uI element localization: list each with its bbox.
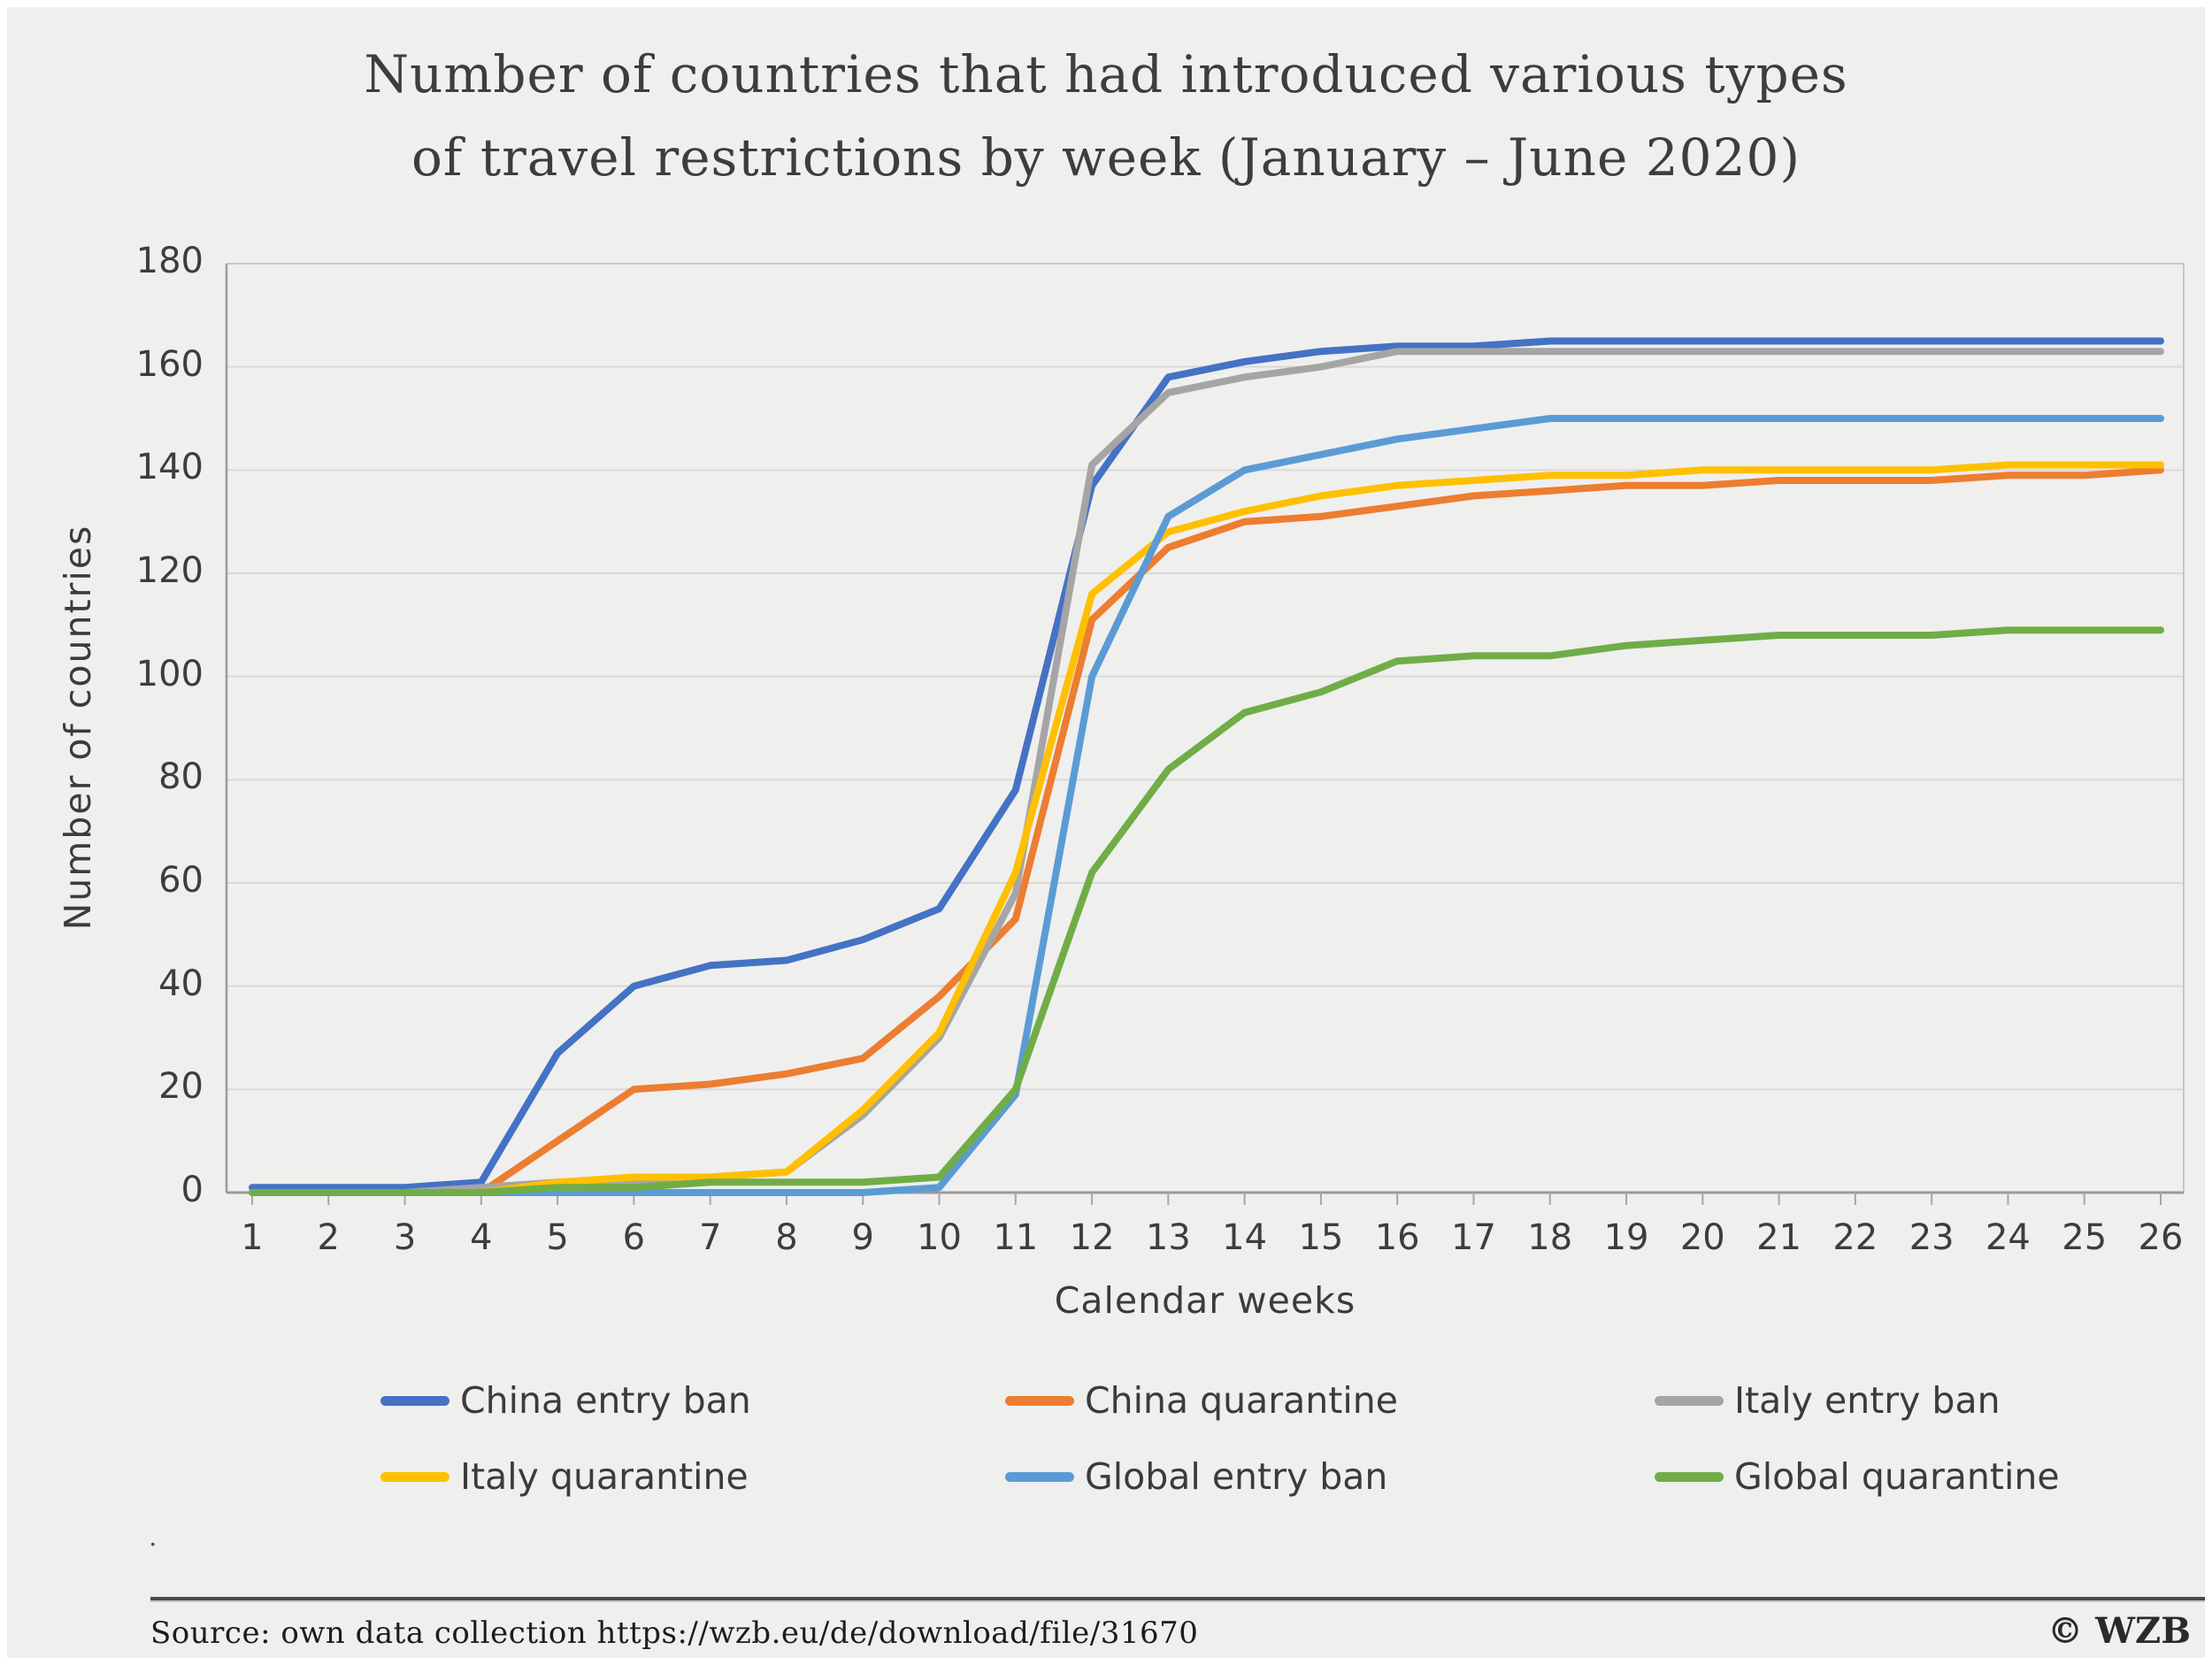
footnote-dot: . xyxy=(149,1522,157,1553)
chart-title: Number of countries that had introduced … xyxy=(7,34,2205,200)
legend-item-italy-quarantine: Italy quarantine xyxy=(380,1454,749,1499)
x-tick-label-24: 24 xyxy=(1985,1217,2031,1258)
y-tick-label-20: 20 xyxy=(158,1066,204,1108)
x-tick-label-6: 6 xyxy=(622,1217,646,1258)
y-tick-label-160: 160 xyxy=(135,343,204,385)
x-tick-label-2: 2 xyxy=(317,1217,340,1258)
legend-item-china-entry-ban: China entry ban xyxy=(380,1378,751,1423)
x-tick-label-12: 12 xyxy=(1069,1217,1115,1258)
line-chart-plot-area xyxy=(225,263,2185,1205)
chart-panel: Number of countries that had introduced … xyxy=(7,7,2205,1658)
series-line-china-quarantine xyxy=(249,466,2164,1196)
x-tick-label-11: 11 xyxy=(993,1217,1039,1258)
x-tick-label-18: 18 xyxy=(1527,1217,1573,1258)
x-tick-label-4: 4 xyxy=(470,1217,493,1258)
x-tick-label-1: 1 xyxy=(241,1217,264,1258)
x-tick-label-10: 10 xyxy=(917,1217,962,1258)
x-tick-label-16: 16 xyxy=(1374,1217,1420,1258)
x-tick-label-13: 13 xyxy=(1145,1217,1191,1258)
legend-label: Italy quarantine xyxy=(460,1455,749,1498)
series-line-global-quarantine xyxy=(249,626,2164,1196)
series-line-global-entry-ban xyxy=(249,415,2164,1196)
x-tick-label-23: 23 xyxy=(1909,1217,1955,1258)
x-tick-label-20: 20 xyxy=(1679,1217,1725,1258)
legend-item-italy-entry-ban: Italy entry ban xyxy=(1655,1378,2001,1423)
x-tick-label-5: 5 xyxy=(546,1217,569,1258)
x-axis-title: Calendar weeks xyxy=(1054,1279,1356,1322)
y-tick-label-80: 80 xyxy=(158,756,204,798)
x-tick-label-19: 19 xyxy=(1603,1217,1649,1258)
x-tick-label-15: 15 xyxy=(1298,1217,1344,1258)
x-tick-label-7: 7 xyxy=(698,1217,722,1258)
x-tick-label-8: 8 xyxy=(775,1217,798,1258)
footer-divider xyxy=(150,1597,2205,1602)
x-tick-label-22: 22 xyxy=(1832,1217,1878,1258)
y-axis-title: Number of countries xyxy=(57,524,99,931)
x-tick-label-17: 17 xyxy=(1451,1217,1496,1258)
y-tick-label-40: 40 xyxy=(158,963,204,1004)
legend-swatch-icon xyxy=(380,1471,449,1482)
legend-label: Global quarantine xyxy=(1734,1455,2060,1498)
series-line-china-entry-ban xyxy=(249,337,2164,1192)
y-tick-label-100: 100 xyxy=(135,653,204,694)
legend-item-global-entry-ban: Global entry ban xyxy=(1005,1454,1387,1499)
legend-swatch-icon xyxy=(1655,1395,1724,1406)
y-tick-label-180: 180 xyxy=(135,241,204,281)
x-tick-label-25: 25 xyxy=(2062,1217,2108,1258)
legend-label: Italy entry ban xyxy=(1734,1379,2001,1422)
y-tick-label-140: 140 xyxy=(135,447,204,488)
legend-label: China quarantine xyxy=(1085,1379,1398,1422)
legend-item-china-quarantine: China quarantine xyxy=(1005,1378,1398,1423)
y-tick-label-60: 60 xyxy=(158,860,204,901)
legend-swatch-icon xyxy=(1655,1471,1724,1482)
chart-title-line2: of travel restrictions by week (January … xyxy=(411,127,1801,188)
wzb-copyright-logo: © WZB xyxy=(2047,1610,2191,1652)
legend-swatch-icon xyxy=(1005,1471,1074,1482)
legend-swatch-icon xyxy=(1005,1395,1074,1406)
series-line-italy-quarantine xyxy=(249,461,2164,1196)
x-tick-label-9: 9 xyxy=(851,1217,874,1258)
x-tick-label-3: 3 xyxy=(393,1217,417,1258)
legend-label: China entry ban xyxy=(460,1379,751,1422)
x-tick-label-26: 26 xyxy=(2138,1217,2184,1258)
x-tick-label-21: 21 xyxy=(1756,1217,1802,1258)
source-text: Source: own data collection https://wzb.… xyxy=(150,1615,1199,1651)
legend-swatch-icon xyxy=(380,1395,449,1406)
y-tick-label-120: 120 xyxy=(135,550,204,591)
chart-title-line1: Number of countries that had introduced … xyxy=(364,44,1848,104)
x-tick-label-14: 14 xyxy=(1222,1217,1268,1258)
legend-item-global-quarantine: Global quarantine xyxy=(1655,1454,2060,1499)
y-tick-label-0: 0 xyxy=(180,1170,204,1210)
legend-label: Global entry ban xyxy=(1085,1455,1388,1498)
